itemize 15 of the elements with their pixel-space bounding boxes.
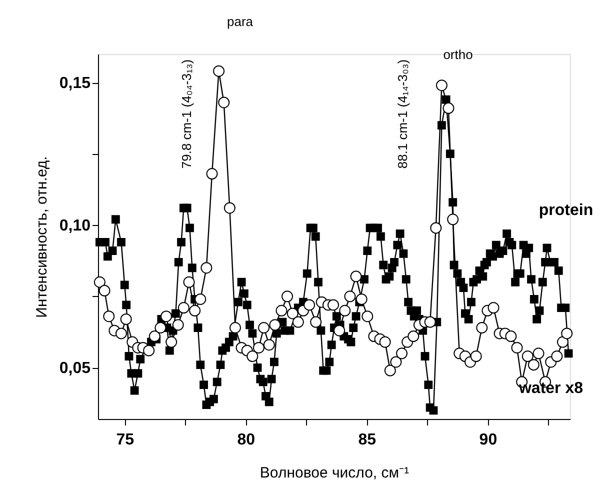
x-axis-title: Волновое число, см⁻¹ (260, 464, 410, 482)
annotation: 88.1 cm-1 (4₁₄-3₀₃) (395, 59, 410, 169)
y-tick-label: 0,10 (59, 218, 91, 235)
text: para (226, 14, 254, 29)
y-tick-label: 0,05 (59, 360, 91, 378)
x-tick-label: 90 (479, 432, 498, 448)
series-label: water x8 (518, 380, 584, 397)
annotation: 79.8 cm-1 (4₀₄-3₁₃) (179, 59, 194, 169)
y-axis-title: Интенсивность, отн.ед. (33, 156, 50, 318)
annotation: ortho (443, 47, 473, 62)
x-tick-label: 80 (237, 432, 256, 448)
x-tick-label: 75 (116, 432, 134, 448)
x-tick-label: 85 (358, 432, 376, 448)
series-label: protein (538, 202, 594, 219)
y-tick-label: 0,15 (59, 75, 91, 92)
